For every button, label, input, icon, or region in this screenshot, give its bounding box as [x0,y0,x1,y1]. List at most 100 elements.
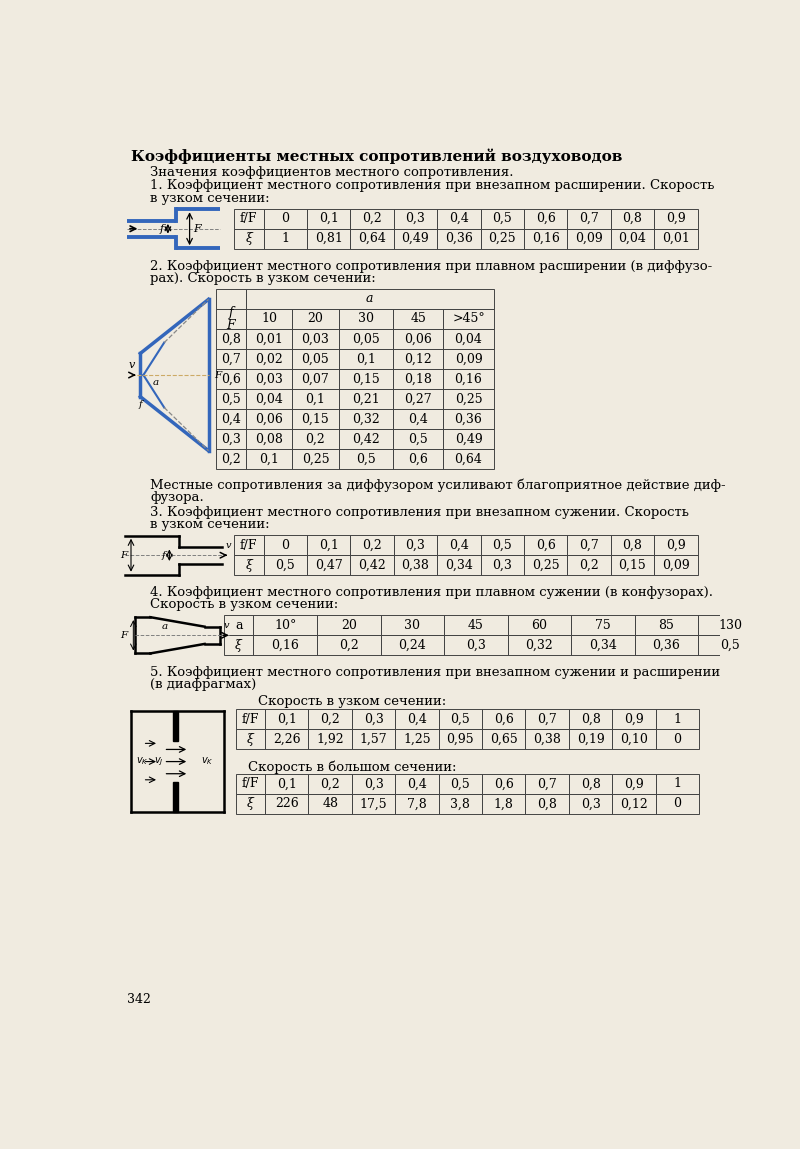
Text: 0,36: 0,36 [653,639,681,651]
Text: 342: 342 [127,993,151,1005]
Bar [610,209,654,229]
Text: ξ: ξ [246,558,252,572]
Bar [438,730,482,749]
Bar [393,429,443,449]
Text: 0,03: 0,03 [302,332,330,346]
Text: f/F: f/F [240,539,258,552]
Bar [612,774,656,794]
Bar [224,635,254,655]
Bar [246,388,292,409]
Text: 0,2: 0,2 [362,539,382,552]
Bar [246,409,292,429]
Bar [292,369,338,388]
Text: 20: 20 [307,313,323,325]
Text: 0,05: 0,05 [352,332,380,346]
Text: 0,6: 0,6 [494,712,514,726]
Bar [216,369,246,388]
Bar [437,229,481,249]
Text: 0,36: 0,36 [454,412,482,425]
Bar [307,555,350,576]
Text: 0,1: 0,1 [318,539,338,552]
Bar [482,794,526,813]
Bar [236,730,265,749]
Bar [656,730,699,749]
Bar [309,730,352,749]
Bar [234,229,263,249]
Bar [612,709,656,730]
Text: (в диафрагмах): (в диафрагмах) [150,678,257,692]
Bar [352,774,395,794]
Text: 0,19: 0,19 [577,733,605,746]
Text: 0,5: 0,5 [720,639,740,651]
Bar [292,449,338,469]
Bar [612,794,656,813]
Text: 0,1: 0,1 [277,712,297,726]
Text: 0,6: 0,6 [494,778,514,791]
Bar [394,555,437,576]
Text: F: F [121,631,128,640]
Bar [443,409,494,429]
Text: 1: 1 [282,232,290,245]
Text: 1,92: 1,92 [316,733,344,746]
Text: F: F [121,550,128,560]
Bar [338,329,393,349]
Text: 0,8: 0,8 [581,712,601,726]
Text: рах). Скорость в узком сечении:: рах). Скорость в узком сечении: [150,272,376,285]
Bar [307,535,350,555]
Text: 0,38: 0,38 [534,733,561,746]
Text: 0: 0 [674,733,682,746]
Text: f/F: f/F [242,778,259,791]
Bar [508,615,571,635]
Text: 0,6: 0,6 [536,539,555,552]
Bar [381,615,444,635]
Bar [338,429,393,449]
Text: 0,2: 0,2 [362,213,382,225]
Text: 1,25: 1,25 [403,733,430,746]
Text: 0,4: 0,4 [221,412,241,425]
Bar [610,555,654,576]
Bar [482,774,526,794]
Text: 2,26: 2,26 [273,733,301,746]
Text: 0,49: 0,49 [454,432,482,446]
Polygon shape [173,781,178,812]
Text: 30: 30 [404,619,420,632]
Bar [443,388,494,409]
Bar [381,635,444,655]
Text: 0,36: 0,36 [445,232,473,245]
Bar [263,555,307,576]
Text: 0,34: 0,34 [445,558,473,572]
Bar [254,615,317,635]
Bar [350,535,394,555]
Text: ξ: ξ [246,232,252,245]
Text: 226: 226 [275,797,298,810]
Text: 0,3: 0,3 [406,539,426,552]
Bar [352,709,395,730]
Bar [246,309,292,329]
Bar [236,794,265,813]
Text: 0,25: 0,25 [489,232,516,245]
Bar [338,369,393,388]
Text: >45°: >45° [452,313,485,325]
Bar [526,794,569,813]
Text: 0,34: 0,34 [589,639,617,651]
Text: 0,7: 0,7 [579,539,599,552]
Text: 0,9: 0,9 [624,778,644,791]
Bar [216,388,246,409]
Bar [482,709,526,730]
Bar [482,730,526,749]
Bar [567,555,610,576]
Text: 0,32: 0,32 [352,412,380,425]
Bar [438,794,482,813]
Text: 0: 0 [674,797,682,810]
Text: фузора.: фузора. [150,491,204,503]
Bar [292,429,338,449]
Text: 5. Коэффициент местного сопротивления при внезапном сужении и расширении: 5. Коэффициент местного сопротивления пр… [150,666,721,679]
Text: 10: 10 [261,313,277,325]
Text: f/F: f/F [242,712,259,726]
Bar [234,535,263,555]
Text: 0,2: 0,2 [306,432,326,446]
Text: 0,10: 0,10 [620,733,648,746]
Bar [443,309,494,329]
Bar [438,774,482,794]
Text: 0,24: 0,24 [398,639,426,651]
